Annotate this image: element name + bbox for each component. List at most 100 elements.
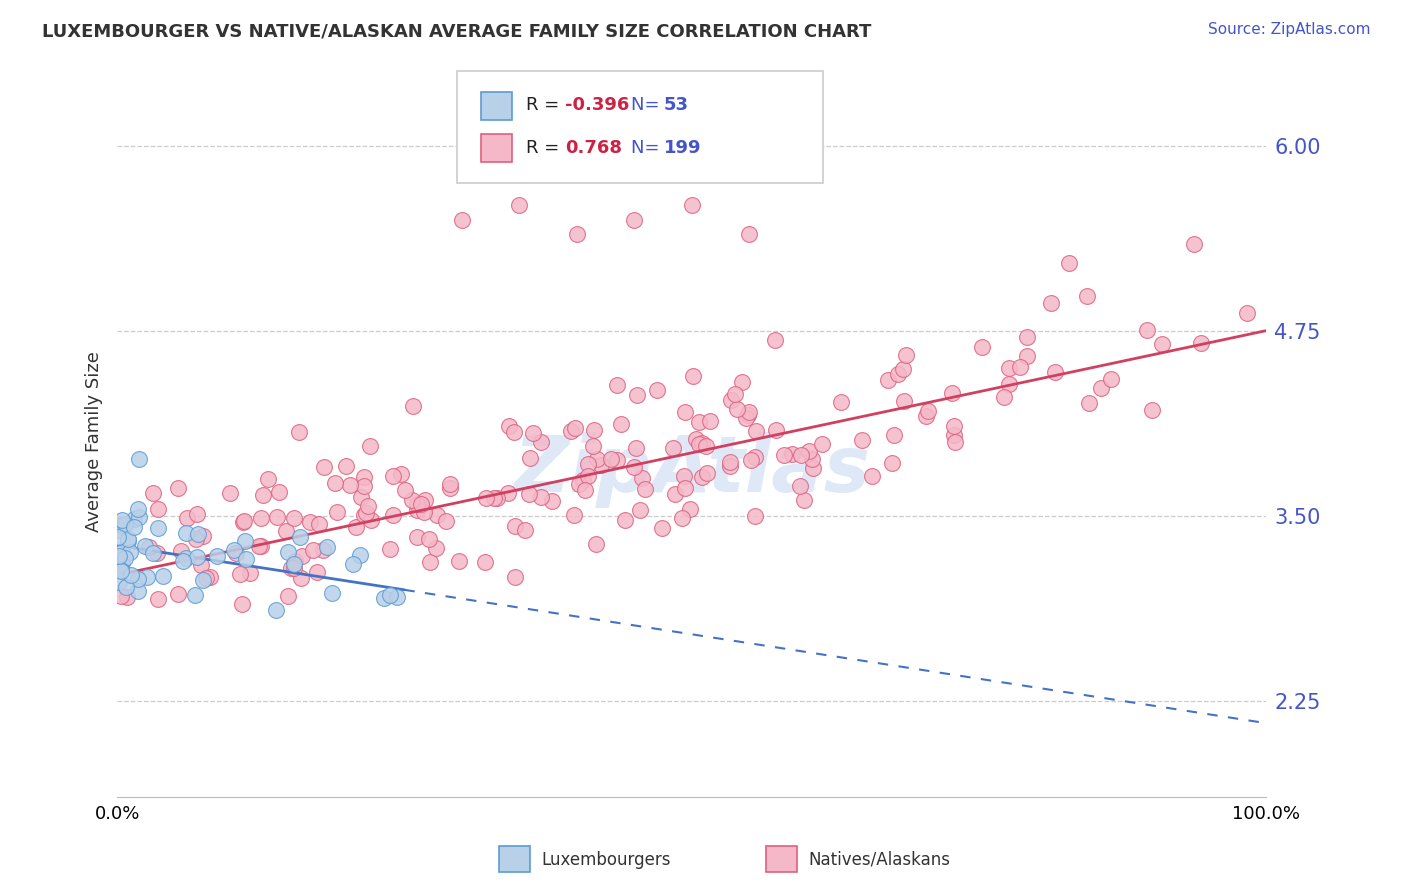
- Point: [247, 539, 270, 553]
- Point: [887, 368, 910, 382]
- Point: [266, 509, 288, 524]
- Point: [651, 521, 673, 535]
- Point: [695, 439, 717, 453]
- Point: [582, 439, 605, 453]
- Point: [970, 340, 993, 354]
- Point: [606, 378, 628, 392]
- Point: [860, 469, 883, 483]
- Point: [312, 542, 335, 557]
- Point: [993, 390, 1015, 404]
- Point: [1057, 256, 1080, 270]
- Point: [696, 466, 718, 480]
- Point: [541, 493, 564, 508]
- Point: [591, 458, 613, 472]
- Text: Natives/Alaskans: Natives/Alaskans: [808, 851, 950, 869]
- Point: [353, 478, 375, 492]
- Point: [568, 477, 591, 491]
- Point: [299, 515, 322, 529]
- Text: -0.396: -0.396: [565, 96, 630, 114]
- Point: [176, 511, 198, 525]
- Point: [111, 519, 134, 533]
- Point: [124, 512, 146, 526]
- Point: [339, 477, 361, 491]
- Point: [321, 586, 343, 600]
- Point: [1077, 396, 1099, 410]
- Point: [218, 485, 240, 500]
- Point: [943, 428, 966, 442]
- Point: [148, 592, 170, 607]
- Point: [1136, 323, 1159, 337]
- Point: [198, 570, 221, 584]
- Point: [233, 514, 256, 528]
- Point: [474, 555, 496, 569]
- Point: [645, 383, 668, 397]
- Point: [128, 510, 150, 524]
- Point: [229, 567, 252, 582]
- Point: [738, 405, 761, 419]
- Point: [740, 453, 762, 467]
- Point: [405, 503, 427, 517]
- Point: [110, 518, 132, 533]
- Point: [576, 469, 599, 483]
- Point: [250, 539, 273, 553]
- Point: [718, 455, 741, 469]
- Point: [127, 501, 149, 516]
- Point: [107, 530, 129, 544]
- Point: [406, 497, 429, 511]
- Point: [763, 333, 786, 347]
- Point: [671, 510, 693, 524]
- Point: [117, 590, 139, 604]
- Point: [191, 573, 214, 587]
- Point: [585, 451, 607, 466]
- Point: [508, 198, 530, 212]
- Point: [284, 554, 307, 568]
- Point: [505, 569, 527, 583]
- Point: [606, 453, 628, 467]
- Point: [117, 534, 139, 549]
- Point: [664, 487, 686, 501]
- Point: [110, 559, 132, 574]
- Point: [681, 198, 703, 212]
- Point: [564, 421, 586, 435]
- Point: [359, 439, 381, 453]
- Point: [152, 569, 174, 583]
- Point: [688, 415, 710, 429]
- Point: [138, 541, 160, 555]
- Point: [134, 539, 156, 553]
- Point: [623, 459, 645, 474]
- Point: [222, 543, 245, 558]
- Point: [107, 523, 129, 537]
- Point: [498, 486, 520, 500]
- Point: [943, 434, 966, 449]
- Point: [673, 481, 696, 495]
- Point: [725, 402, 748, 417]
- Point: [231, 515, 253, 529]
- Point: [107, 549, 129, 564]
- Point: [128, 451, 150, 466]
- Point: [344, 519, 367, 533]
- Point: [277, 589, 299, 603]
- Point: [631, 471, 654, 485]
- Point: [186, 507, 208, 521]
- Point: [915, 409, 938, 423]
- Point: [1008, 360, 1031, 375]
- Point: [426, 508, 449, 522]
- Point: [585, 537, 607, 551]
- Point: [412, 505, 434, 519]
- Point: [793, 492, 815, 507]
- Point: [354, 506, 377, 520]
- Point: [413, 492, 436, 507]
- Text: LUXEMBOURGER VS NATIVE/ALASKAN AVERAGE FAMILY SIZE CORRELATION CHART: LUXEMBOURGER VS NATIVE/ALASKAN AVERAGE F…: [42, 22, 872, 40]
- Point: [141, 546, 163, 560]
- Point: [190, 558, 212, 572]
- Point: [257, 472, 280, 486]
- Point: [562, 508, 585, 522]
- Point: [142, 486, 165, 500]
- Point: [801, 460, 824, 475]
- Point: [349, 491, 371, 505]
- Point: [114, 517, 136, 532]
- Point: [1140, 403, 1163, 417]
- Point: [682, 368, 704, 383]
- Point: [114, 550, 136, 565]
- Point: [110, 589, 132, 603]
